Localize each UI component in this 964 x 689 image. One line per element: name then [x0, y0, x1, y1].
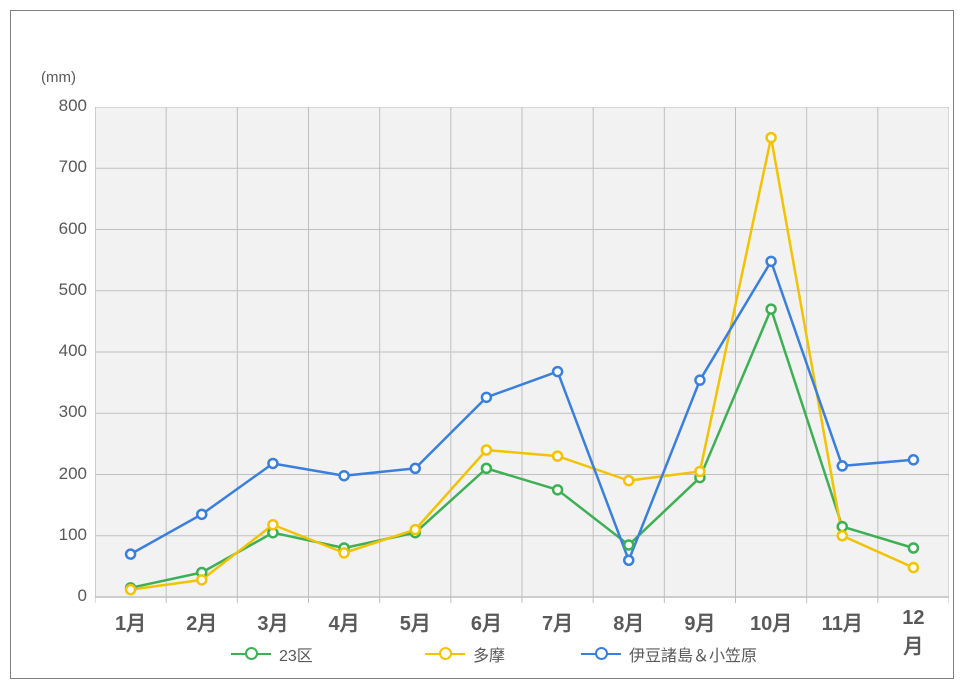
legend-swatch-marker — [245, 647, 258, 660]
legend-label: 多摩 — [473, 642, 505, 666]
y-tick-label: 500 — [37, 280, 87, 300]
x-tick-label: 5月 — [400, 607, 431, 636]
y-tick-label: 100 — [37, 525, 87, 545]
y-tick-label: 300 — [37, 402, 87, 422]
x-tick-label: 4月 — [329, 607, 360, 636]
legend-swatch-marker — [595, 647, 608, 660]
x-tick-label: 8月 — [613, 607, 644, 636]
y-tick-label: 800 — [37, 96, 87, 116]
x-tick-label: 11月 — [822, 607, 863, 636]
y-tick-label: 200 — [37, 464, 87, 484]
x-tick-label: 1月 — [115, 607, 146, 636]
plot-area — [95, 107, 949, 605]
x-tick-label: 12月 — [894, 607, 934, 659]
legend-label: 伊豆諸島＆小笠原 — [629, 642, 757, 666]
chart-frame: (mm) 0 100 200 300 400 500 600 700 800 1月 2月 3月 4月 5… — [10, 10, 954, 679]
x-tick-label: 2月 — [186, 607, 217, 636]
y-tick-label: 0 — [37, 586, 87, 606]
y-tick-label: 600 — [37, 219, 87, 239]
y-axis-title: (mm) — [41, 69, 76, 86]
x-tick-label: 9月 — [684, 607, 715, 636]
x-tick-label: 10月 — [750, 607, 792, 636]
y-tick-label: 400 — [37, 341, 87, 361]
x-tick-label: 6月 — [471, 607, 502, 636]
legend-swatch-marker — [439, 647, 452, 660]
x-tick-label: 3月 — [257, 607, 288, 636]
y-tick-label: 700 — [37, 157, 87, 177]
x-tick-label: 7月 — [542, 607, 573, 636]
legend-label: 23区 — [279, 642, 313, 666]
